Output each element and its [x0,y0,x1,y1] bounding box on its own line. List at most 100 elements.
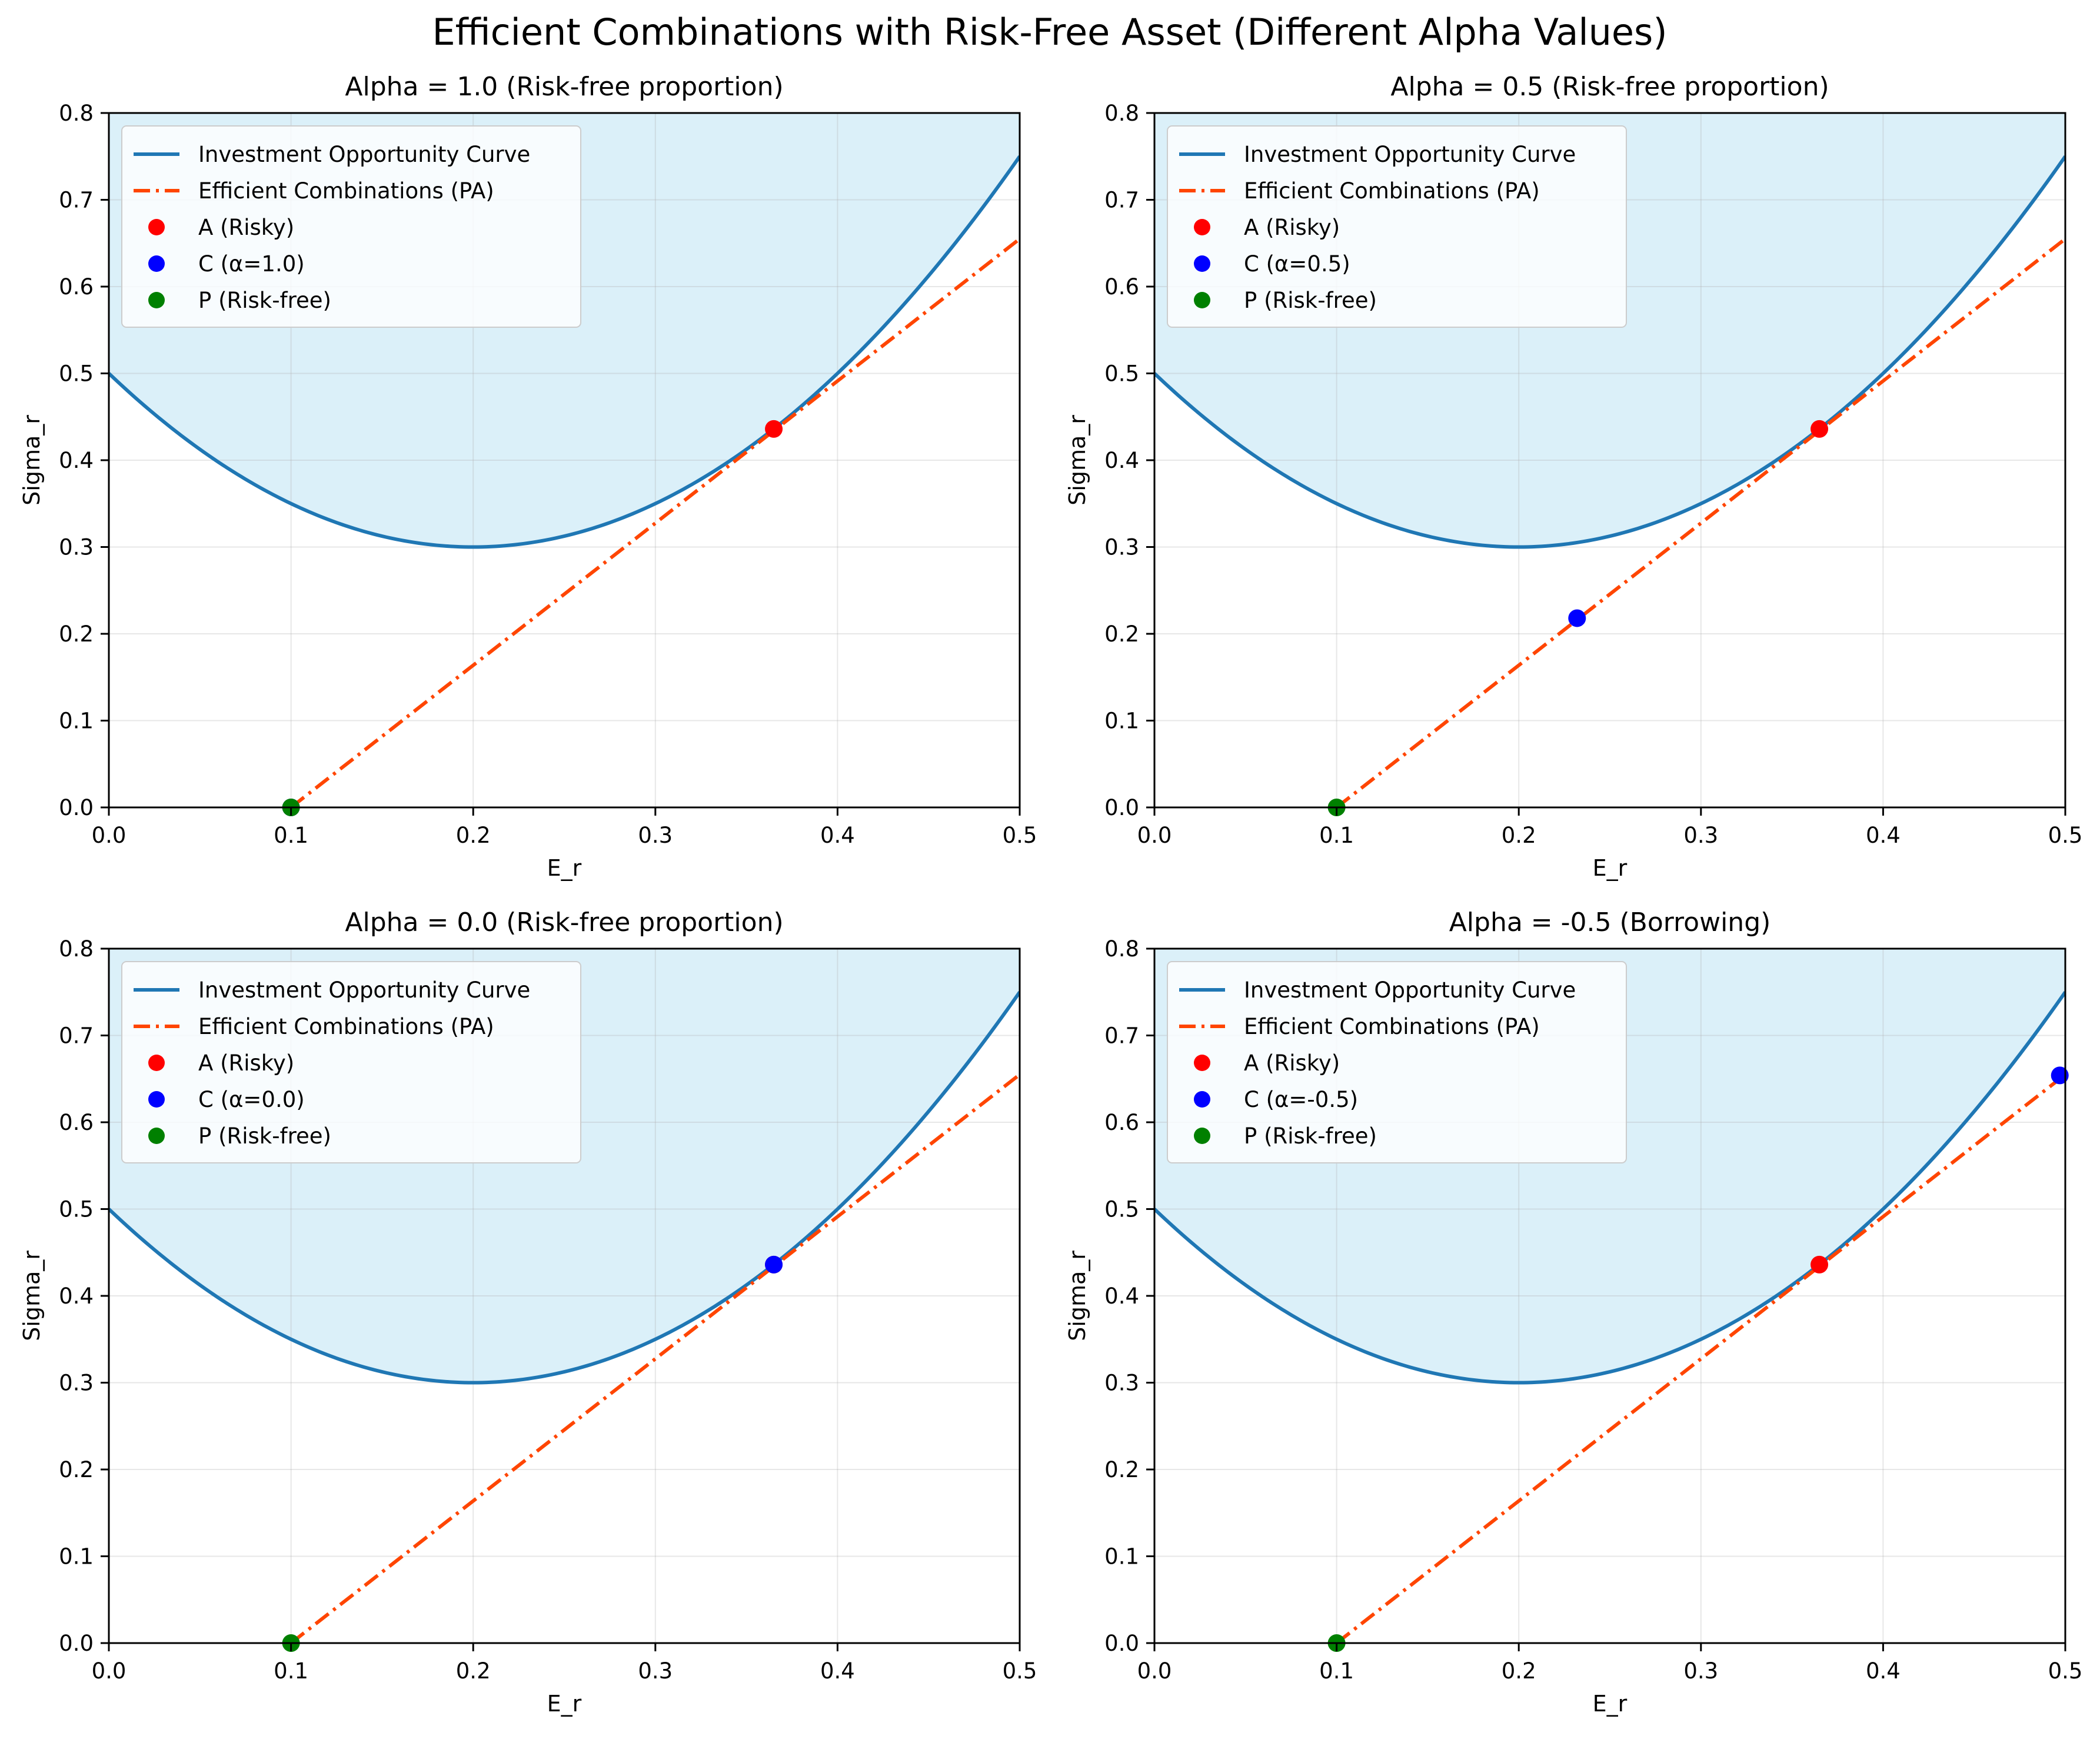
y-tick-label: 0.6 [59,1110,94,1135]
investment-opportunity-curve [1154,155,2065,549]
legend-label: Investment Opportunity Curve [198,142,530,167]
legend-label: Efficient Combinations (PA) [1244,1014,1540,1039]
legend-box [121,125,581,328]
y-tick-label: 0.8 [1104,101,1139,126]
y-tick-label: 0.4 [59,1284,94,1309]
y-axis-label: Sigma_r [19,1251,45,1341]
x-axis-label: E_r [547,1691,582,1717]
legend-handle-point [1194,1091,1210,1108]
y-tick-label: 0.2 [1104,1457,1139,1482]
y-tick-label: 0.8 [1104,936,1139,962]
legend-handle-point [148,255,165,272]
legend-handle-point [1194,1055,1210,1071]
x-tick-label: 0.1 [1319,1658,1354,1684]
x-tick-label: 0.4 [1866,823,1901,848]
legend-label: A (Risky) [1244,1050,1340,1076]
legend-label: Investment Opportunity Curve [1244,142,1576,167]
x-tick-label: 0.4 [820,1658,855,1684]
y-tick-label: 0.4 [59,448,94,473]
x-tick-label: 0.5 [2048,823,2083,848]
point-a-risky [1811,420,1829,438]
legend-handle-point [148,1128,165,1144]
y-tick-label: 0.0 [1104,795,1139,820]
x-tick-label: 0.5 [2048,1658,2083,1684]
subplot-1: 0.0 0.1 0.2 0.3 0.4 0.5 0.0 0.1 0.2 0.3 0.4 0.5 0.6 0… [19,72,1037,881]
y-tick-label: 0.7 [59,1023,94,1049]
y-axis-label: Sigma_r [1064,1251,1090,1341]
y-tick-label: 0.3 [59,535,94,560]
y-tick-label: 0.1 [1104,709,1139,734]
x-axis-label: E_r [1593,1691,1628,1717]
legend-label: P (Risk-free) [198,288,331,313]
x-tick-label: 0.5 [1003,1658,1037,1684]
y-tick-label: 0.1 [59,1544,94,1570]
legend: Investment Opportunity Curve Efficient Co… [1167,961,1627,1163]
legend-label: P (Risk-free) [198,1123,331,1149]
point-c-combination [765,1255,783,1274]
y-tick-label: 0.3 [59,1371,94,1396]
point-c-combination [1568,609,1586,627]
legend-label: C (α=1.0) [198,251,305,277]
y-tick-label: 0.6 [1104,1110,1139,1135]
point-c-combination [2051,1066,2069,1085]
figure-title: Efficient Combinations with Risk-Free As… [432,11,1667,54]
x-tick-label: 0.3 [1683,823,1718,848]
x-tick-label: 0.3 [638,1658,673,1684]
x-tick-label: 0.0 [92,823,127,848]
y-tick-label: 0.2 [59,621,94,647]
subplot-4: 0.0 0.1 0.2 0.3 0.4 0.5 0.0 0.1 0.2 0.3 0.4 0.5 0.6 0… [1064,907,2082,1717]
subplot-3: 0.0 0.1 0.2 0.3 0.4 0.5 0.0 0.1 0.2 0.3 0.4 0.5 0.6 0… [19,907,1037,1717]
legend-label: C (α=0.0) [198,1087,305,1112]
y-tick-label: 0.4 [1104,448,1139,473]
legend-handle-point [148,1091,165,1108]
y-tick-label: 0.1 [1104,1544,1139,1570]
subplot-title: Alpha = 0.5 (Risk-free proportion) [1390,72,1829,102]
y-tick-label: 0.7 [59,188,94,213]
y-tick-label: 0.0 [59,1631,94,1656]
x-tick-label: 0.1 [1319,823,1354,848]
y-tick-label: 0.4 [1104,1284,1139,1309]
legend-handle-point [148,1055,165,1071]
investment-opportunity-curve [109,991,1020,1385]
legend: Investment Opportunity Curve Efficient Co… [121,961,581,1163]
y-tick-label: 0.0 [1104,1631,1139,1656]
y-tick-label: 0.0 [59,795,94,820]
x-tick-label: 0.2 [456,1658,491,1684]
y-tick-label: 0.6 [1104,274,1139,300]
legend-label: A (Risky) [198,1050,294,1076]
y-tick-label: 0.5 [59,1197,94,1222]
point-a-risky [1811,1255,1829,1274]
legend-label: Efficient Combinations (PA) [198,1014,494,1039]
y-tick-label: 0.5 [59,361,94,387]
legend-label: C (α=0.5) [1244,251,1350,277]
y-tick-label: 0.5 [1104,361,1139,387]
x-tick-label: 0.3 [638,823,673,848]
x-tick-label: 0.4 [1866,1658,1901,1684]
y-tick-label: 0.2 [1104,621,1139,647]
legend-handle-point [148,292,165,308]
legend-box [1167,125,1627,328]
legend-handle-point [148,219,165,235]
x-tick-label: 0.0 [1137,1658,1172,1684]
investment-opportunity-curve [109,155,1020,549]
legend-label: Investment Opportunity Curve [198,977,530,1003]
y-axis-label: Sigma_r [19,415,45,506]
legend-label: C (α=-0.5) [1244,1087,1358,1112]
x-tick-label: 0.0 [92,1658,127,1684]
x-tick-label: 0.1 [274,823,308,848]
legend-label: A (Risky) [198,215,294,240]
legend-handle-point [1194,292,1210,308]
subplot-title: Alpha = 0.0 (Risk-free proportion) [345,907,783,937]
legend-box [1167,961,1627,1163]
legend: Investment Opportunity Curve Efficient Co… [1167,125,1627,328]
y-axis-label: Sigma_r [1064,415,1090,506]
legend-label: Investment Opportunity Curve [1244,977,1576,1003]
subplot-title: Alpha = -0.5 (Borrowing) [1449,907,1771,937]
x-tick-label: 0.1 [274,1658,308,1684]
legend-label: Efficient Combinations (PA) [198,178,494,204]
x-tick-label: 0.3 [1683,1658,1718,1684]
y-tick-label: 0.5 [1104,1197,1139,1222]
subplot-2: 0.0 0.1 0.2 0.3 0.4 0.5 0.0 0.1 0.2 0.3 0.4 0.5 0.6 0… [1064,72,2082,881]
x-tick-label: 0.2 [456,823,491,848]
